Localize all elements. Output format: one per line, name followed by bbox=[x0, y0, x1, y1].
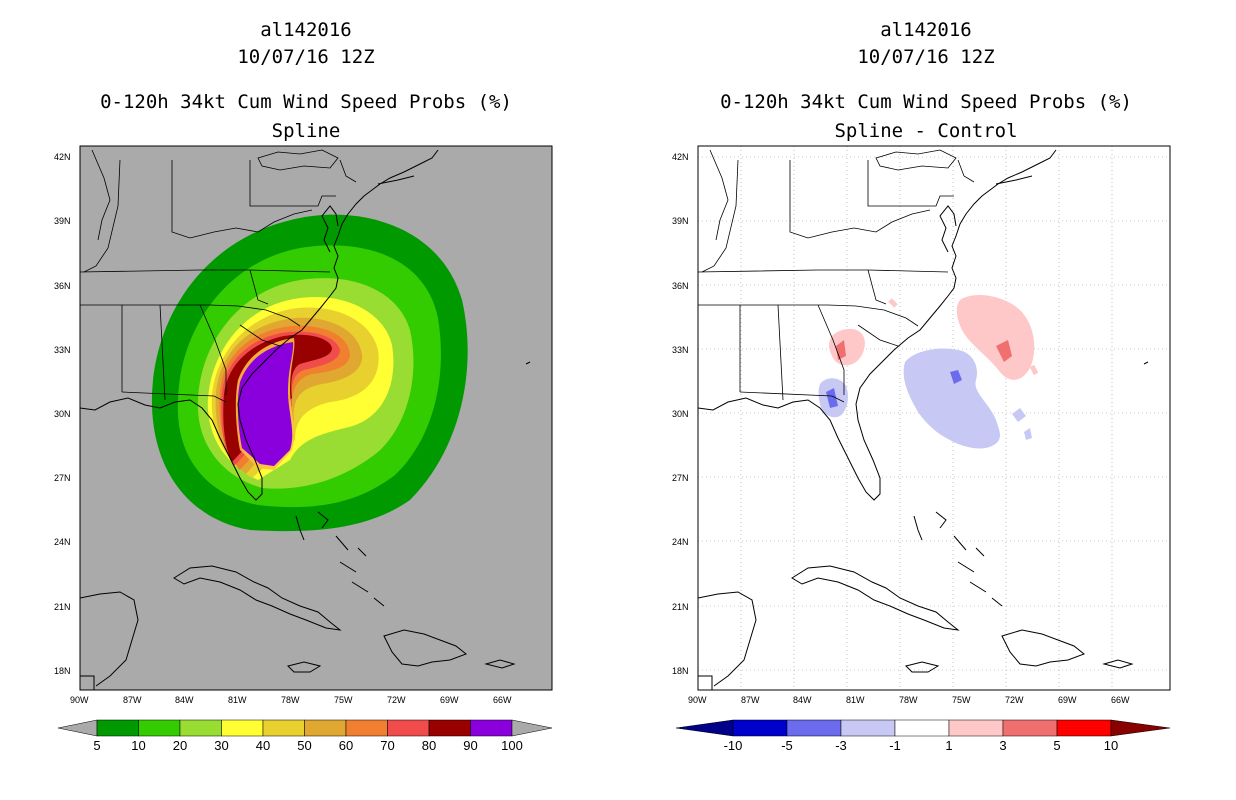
left-lat-tick: 27N bbox=[54, 473, 71, 483]
left-lon-axis: 90W 87W 84W 81W 78W 75W 72W 69W 66W bbox=[70, 695, 512, 705]
right-lat-axis: 42N 39N 36N 33N 30N 27N 24N 21N 18N bbox=[672, 152, 689, 676]
left-lon-tick: 84W bbox=[175, 695, 194, 705]
colorbar-label: 3 bbox=[999, 738, 1006, 753]
colorbar-swatch bbox=[138, 719, 181, 737]
colorbar-swatch bbox=[221, 719, 264, 737]
colorbar-swatch bbox=[1002, 719, 1058, 737]
colorbar-left-arrow bbox=[57, 719, 98, 737]
left-lon-tick: 69W bbox=[440, 695, 459, 705]
colorbar-swatch bbox=[428, 719, 471, 737]
colorbar-label: 5 bbox=[93, 738, 100, 753]
colorbar-label: 10 bbox=[131, 738, 145, 753]
colorbar-swatch bbox=[948, 719, 1004, 737]
right-colorbar: -10 -5 -3 -1 1 3 5 10 bbox=[675, 719, 1171, 753]
left-panel-title-case: al142016 bbox=[260, 19, 352, 41]
left-lat-tick: 18N bbox=[54, 666, 71, 676]
right-lon-tick: 81W bbox=[846, 695, 865, 705]
left-panel-subtitle: Spline bbox=[271, 120, 341, 142]
right-panel-title-date: 10/07/16 12Z bbox=[857, 46, 995, 68]
right-lon-tick: 72W bbox=[1005, 695, 1024, 705]
colorbar-swatch bbox=[345, 719, 388, 737]
left-lat-tick: 36N bbox=[54, 281, 71, 291]
left-lon-tick: 72W bbox=[387, 695, 406, 705]
left-lon-tick: 87W bbox=[123, 695, 142, 705]
colorbar-label: -3 bbox=[835, 738, 847, 753]
right-lon-tick: 90W bbox=[688, 695, 707, 705]
left-panel-title-product: 0-120h 34kt Cum Wind Speed Probs (%) bbox=[100, 91, 512, 113]
probability-contours bbox=[151, 214, 468, 532]
left-lat-axis: 42N 39N 36N 33N 30N 27N 24N 21N 18N bbox=[54, 152, 71, 676]
colorbar-label: 10 bbox=[1104, 738, 1118, 753]
colorbar-swatch bbox=[786, 719, 842, 737]
colorbar-label: 30 bbox=[214, 738, 228, 753]
colorbar-label: 90 bbox=[463, 738, 477, 753]
right-lat-tick: 42N bbox=[672, 152, 689, 162]
right-lat-tick: 33N bbox=[672, 345, 689, 355]
colorbar-label: 100 bbox=[501, 738, 523, 753]
right-lon-tick: 78W bbox=[899, 695, 918, 705]
colorbar-label: -1 bbox=[889, 738, 901, 753]
colorbar-swatch bbox=[894, 719, 950, 737]
colorbar-label: 70 bbox=[380, 738, 394, 753]
colorbar-label: -10 bbox=[724, 738, 743, 753]
left-lon-tick: 66W bbox=[493, 695, 512, 705]
right-lon-tick: 87W bbox=[741, 695, 760, 705]
colorbar-label: 50 bbox=[297, 738, 311, 753]
right-lon-tick: 66W bbox=[1111, 695, 1130, 705]
left-lon-tick: 90W bbox=[70, 695, 89, 705]
colorbar-swatch bbox=[304, 719, 347, 737]
right-panel-title-product: 0-120h 34kt Cum Wind Speed Probs (%) bbox=[720, 91, 1132, 113]
colorbar-right-arrow bbox=[511, 719, 553, 737]
colorbar-left-arrow bbox=[675, 719, 734, 737]
colorbar-swatch bbox=[840, 719, 896, 737]
colorbar-label: 1 bbox=[945, 738, 952, 753]
right-lat-tick: 30N bbox=[672, 409, 689, 419]
right-lat-tick: 18N bbox=[672, 666, 689, 676]
right-lon-tick: 75W bbox=[952, 695, 971, 705]
right-panel-subtitle: Spline - Control bbox=[834, 120, 1018, 142]
right-lat-tick: 21N bbox=[672, 602, 689, 612]
colorbar-swatch bbox=[470, 719, 513, 737]
colorbar-swatch bbox=[732, 719, 788, 737]
right-lat-tick: 24N bbox=[672, 537, 689, 547]
left-lat-tick: 33N bbox=[54, 345, 71, 355]
colorbar-swatch bbox=[262, 719, 305, 737]
colorbar-label: 20 bbox=[173, 738, 187, 753]
right-lat-tick: 27N bbox=[672, 473, 689, 483]
colorbar-label: 5 bbox=[1053, 738, 1060, 753]
colorbar-label: -5 bbox=[781, 738, 793, 753]
right-lon-tick: 84W bbox=[793, 695, 812, 705]
colorbar-label: 40 bbox=[256, 738, 270, 753]
right-map-panel: 42N 39N 36N 33N 30N 27N 24N 21N 18N 90W … bbox=[672, 145, 1171, 753]
left-lat-tick: 24N bbox=[54, 537, 71, 547]
left-lat-tick: 30N bbox=[54, 409, 71, 419]
right-panel-title-case: al142016 bbox=[880, 19, 972, 41]
left-lat-tick: 39N bbox=[54, 216, 71, 226]
left-colorbar: 5 10 20 30 40 50 60 70 80 90 100 bbox=[57, 719, 553, 753]
left-lon-tick: 78W bbox=[281, 695, 300, 705]
difference-contours bbox=[818, 295, 1039, 449]
right-lon-tick: 69W bbox=[1058, 695, 1077, 705]
colorbar-right-arrow bbox=[1110, 719, 1171, 737]
left-map-panel: 42N 39N 36N 33N 30N 27N 24N 21N 18N 90W … bbox=[54, 145, 553, 753]
left-lat-tick: 21N bbox=[54, 602, 71, 612]
right-lon-axis: 90W 87W 84W 81W 78W 75W 72W 69W 66W bbox=[688, 695, 1130, 705]
colorbar-label: 60 bbox=[339, 738, 353, 753]
left-panel-title-date: 10/07/16 12Z bbox=[237, 46, 375, 68]
right-lat-tick: 39N bbox=[672, 216, 689, 226]
colorbar-swatch bbox=[96, 719, 139, 737]
colorbar-swatch bbox=[179, 719, 222, 737]
left-lat-tick: 42N bbox=[54, 152, 71, 162]
left-lon-tick: 81W bbox=[228, 695, 247, 705]
colorbar-swatch bbox=[1056, 719, 1112, 737]
right-lat-tick: 36N bbox=[672, 281, 689, 291]
left-lon-tick: 75W bbox=[334, 695, 353, 705]
colorbar-swatch bbox=[387, 719, 430, 737]
colorbar-label: 80 bbox=[422, 738, 436, 753]
